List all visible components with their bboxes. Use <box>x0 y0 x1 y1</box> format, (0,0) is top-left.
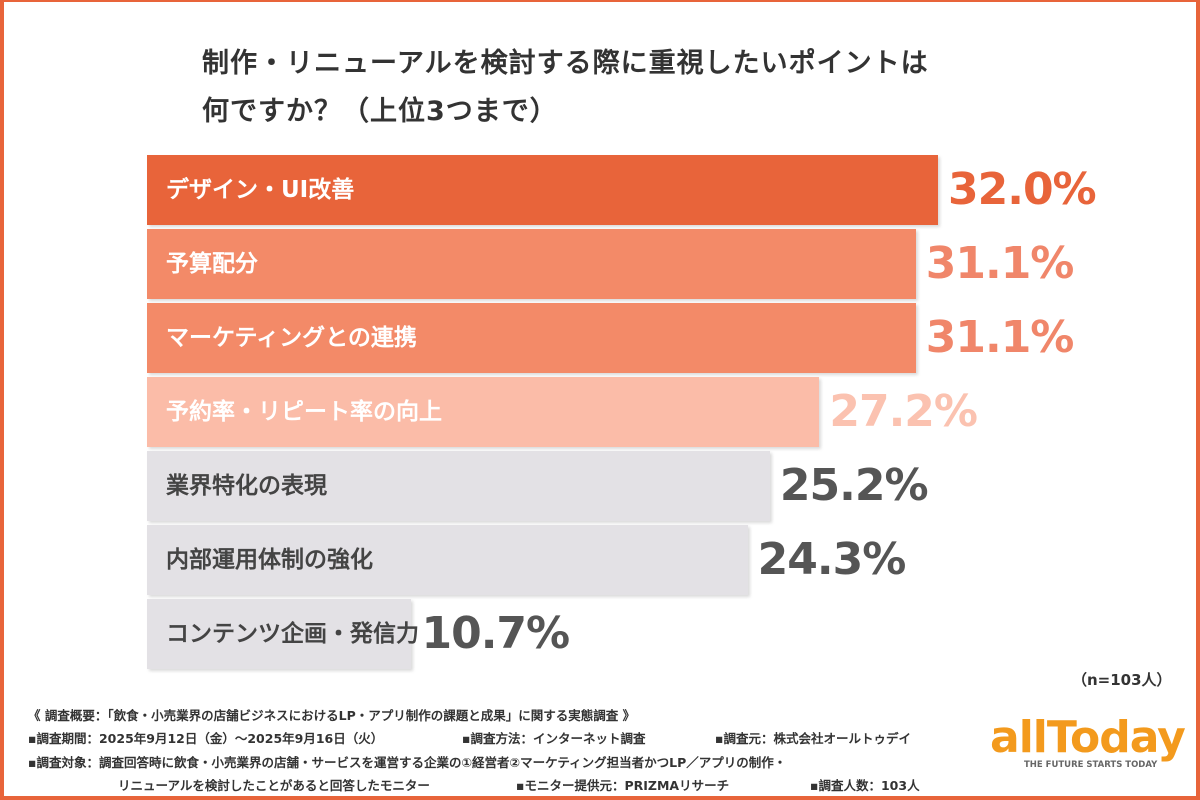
title-line-2: 何ですか？（上位3つまで） <box>202 96 558 127</box>
bar-value-label: 32.0% <box>948 164 1097 215</box>
bar <box>147 155 938 225</box>
footer-source: ▪調査元：株式会社オールトゥデイ <box>715 731 911 746</box>
logo-tagline: THE FUTURE STARTS TODAY <box>1024 760 1158 770</box>
footer-target-1: ▪調査対象：調査回答時に飲食・小売業界の店舗・サービスを運営する企業の①経営者②… <box>28 755 787 770</box>
footer-survey-title: 《 調査概要：「飲食・小売業界の店舗ビジネスにおけるLP・アプリ制作の課題と成果… <box>28 708 636 723</box>
bar <box>147 451 770 521</box>
sample-size-note: （n=103人） <box>1072 671 1172 689</box>
title-line-1: 制作・リニューアルを検討する際に重視したいポイントは <box>202 48 929 79</box>
bar-category-label: 業界特化の表現 <box>166 473 327 499</box>
bar-value-label: 25.2% <box>779 460 929 511</box>
footer-target-2: リニューアルを検討したことがあると回答したモニター <box>118 778 430 793</box>
bar <box>147 303 916 373</box>
logo-wordmark: allToday <box>990 712 1186 763</box>
bar-category-label: デザイン・UI改善 <box>166 177 355 203</box>
bar-value-label: 31.1% <box>925 238 1075 289</box>
bar-category-label: マーケティングとの連携 <box>166 325 417 351</box>
bar <box>147 377 820 447</box>
bar-category-label: 予約率・リピート率の向上 <box>166 399 442 425</box>
footer-period: ▪調査期間：2025年9月12日（金）～2025年9月16日（火） <box>28 731 384 746</box>
bar-value-label: 10.7% <box>421 608 570 659</box>
bar-value-label: 31.1% <box>925 312 1075 363</box>
bar <box>147 525 748 595</box>
bar-chart: デザイン・UI改善 32.0% 予算配分 31.1% マーケティングとの連携 31.1% 予… <box>147 155 1097 669</box>
bar-value-label: 27.2% <box>829 386 978 437</box>
footer-count: ▪調査人数：103人 <box>810 778 920 793</box>
bar-category-label: 内部運用体制の強化 <box>166 547 373 573</box>
bar-category-label: 予算配分 <box>166 251 258 277</box>
alltoday-logo: allToday THE FUTURE STARTS TODAY <box>990 712 1186 771</box>
bar <box>147 229 916 299</box>
chart-title: 制作・リニューアルを検討する際に重視したいポイントは 何ですか？（上位3つまで） <box>202 40 929 136</box>
footer-method: ▪調査方法：インターネット調査 <box>462 731 646 746</box>
bar-value-label: 24.3% <box>757 534 907 585</box>
footer-provider: ▪モニター提供元：PRIZMAリサーチ <box>516 778 730 793</box>
bar <box>147 599 412 669</box>
bar-category-label: コンテンツ企画・発信力 <box>166 621 419 647</box>
